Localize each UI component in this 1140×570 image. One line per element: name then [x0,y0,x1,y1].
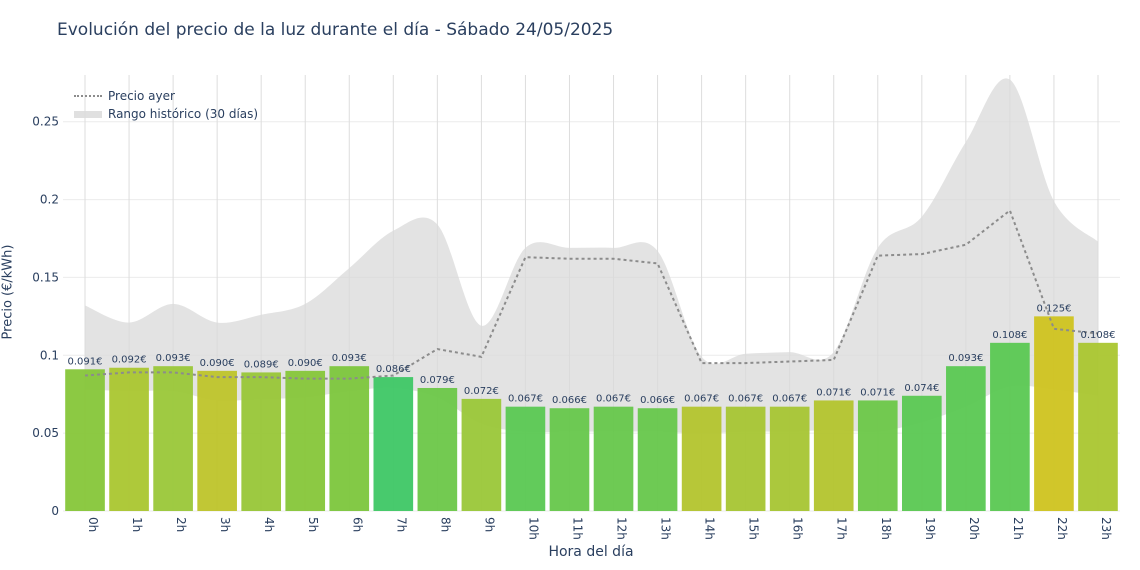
x-tick-label: 18h [879,517,893,540]
price-bar [813,400,854,511]
y-axis-label: Precio (€/kWh) [0,244,16,340]
bar-value-label: 0.093€ [156,353,191,364]
bar-value-label: 0.092€ [112,355,147,366]
bar-value-label: 0.067€ [508,394,543,405]
price-bar [417,387,458,511]
bar-value-label: 0.066€ [640,395,675,406]
x-tick-label: 2h [174,517,188,532]
legend[interactable]: Precio ayer Rango histórico (30 días) [74,87,258,123]
x-tick-label: 19h [923,517,937,540]
x-tick-label: 10h [526,517,540,540]
x-tick-label: 20h [967,517,981,540]
price-bar [857,400,898,511]
yesterday-price-line [84,208,1099,380]
historical-range-band [85,78,1098,434]
bar-value-label: 0.074€ [904,383,939,394]
price-bar [109,367,149,511]
price-bar [65,369,105,511]
price-bar [681,406,722,511]
bar-value-label: 0.090€ [288,358,323,369]
bar-value-label: 0.125€ [1036,303,1071,314]
y-tick-label: 0.1 [40,348,59,362]
price-bar [901,395,942,511]
x-tick-label: 5h [306,517,320,532]
bar-value-label: 0.067€ [772,394,807,405]
x-tick-label: 13h [659,517,673,540]
bar-value-label: 0.079€ [420,375,455,386]
x-tick-label: 11h [570,517,584,540]
price-bar [549,408,590,511]
bar-value-label: 0.066€ [552,395,587,406]
bar-value-label: 0.072€ [464,386,499,397]
legend-label-rango-historico: Rango histórico (30 días) [108,107,259,121]
price-bar [285,370,326,511]
x-tick-label: 15h [747,517,761,540]
x-tick-label: 23h [1099,517,1113,540]
price-bar [637,408,678,511]
y-tick-label: 0.05 [32,426,59,440]
price-bar [593,406,634,511]
x-tick-label: 0h [86,517,100,532]
x-tick-label: 17h [835,517,849,540]
dotted-line-swatch [74,95,102,97]
x-tick-label: 12h [615,517,629,540]
x-axis-label: Hora del día [548,544,634,560]
bar-value-label: 0.089€ [244,359,279,370]
price-bar [153,366,193,511]
price-bar [769,406,810,511]
y-tick-label: 0.15 [32,270,59,284]
x-tick-label: 6h [350,517,364,532]
x-tick-label: 14h [703,517,717,540]
legend-item-precio-ayer[interactable]: Precio ayer [74,87,258,105]
x-tick-label: 21h [1011,517,1025,540]
bar-value-label: 0.108€ [1080,330,1115,341]
price-bar [1078,342,1118,511]
price-bar [373,377,414,511]
bar-value-label: 0.093€ [332,353,367,364]
bar-value-label: 0.067€ [684,394,719,405]
bar-value-label: 0.067€ [596,394,631,405]
y-tick-label: 0 [51,504,59,518]
bar-value-label: 0.071€ [816,387,851,398]
x-tick-label: 4h [262,517,276,532]
price-bar [197,370,237,511]
bar-value-label: 0.108€ [992,330,1027,341]
legend-item-rango-historico[interactable]: Rango histórico (30 días) [74,105,258,123]
price-bar [329,366,370,511]
chart-title: Evolución del precio de la luz durante e… [57,20,614,40]
bar-value-label: 0.091€ [68,356,103,367]
price-bar [1034,316,1074,511]
price-bar [505,406,546,511]
bar-value-label: 0.067€ [728,394,763,405]
price-bar [725,406,766,511]
price-bar [946,366,986,511]
bar-value-label: 0.071€ [860,387,895,398]
x-tick-label: 9h [482,517,496,532]
y-tick-label: 0.25 [32,115,59,129]
x-tick-label: 16h [791,517,805,540]
bar-value-label: 0.093€ [948,353,983,364]
x-tick-label: 7h [394,517,408,532]
x-tick-label: 8h [438,517,452,532]
x-tick-label: 3h [218,517,232,532]
price-bar [241,372,282,511]
x-tick-label: 1h [130,517,144,532]
bar-value-label: 0.090€ [200,358,235,369]
legend-label-precio-ayer: Precio ayer [108,89,175,103]
x-tick-label: 22h [1055,517,1069,540]
bar-value-label: 0.086€ [376,364,411,375]
y-tick-label: 0.2 [40,193,59,207]
price-bar [990,342,1030,511]
price-bar [461,398,502,511]
band-swatch [74,110,102,118]
